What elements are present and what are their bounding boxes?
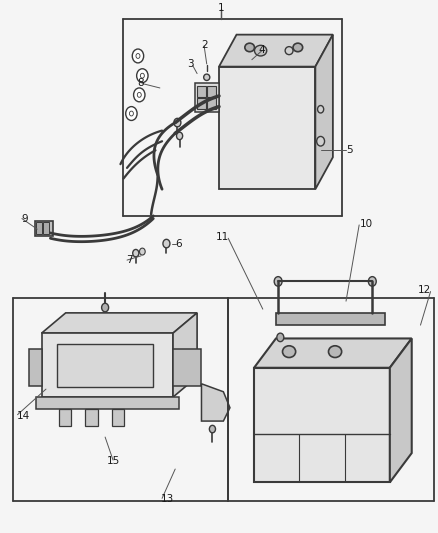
Polygon shape <box>254 338 412 368</box>
Ellipse shape <box>293 43 303 52</box>
Ellipse shape <box>163 239 170 248</box>
Polygon shape <box>112 409 124 426</box>
Text: 1: 1 <box>218 3 225 13</box>
Polygon shape <box>219 67 315 189</box>
Ellipse shape <box>137 92 141 98</box>
Polygon shape <box>59 409 71 426</box>
Text: 15: 15 <box>106 456 120 466</box>
Ellipse shape <box>134 88 145 102</box>
Polygon shape <box>201 384 230 421</box>
Text: 4: 4 <box>258 45 265 54</box>
Polygon shape <box>315 35 333 189</box>
Ellipse shape <box>133 249 139 257</box>
Text: 8: 8 <box>137 78 144 87</box>
Bar <box>276 313 385 325</box>
Polygon shape <box>254 368 390 482</box>
Bar <box>35 221 53 236</box>
Ellipse shape <box>317 136 325 146</box>
Bar <box>36 222 42 234</box>
Ellipse shape <box>132 49 144 63</box>
Ellipse shape <box>285 47 293 55</box>
Polygon shape <box>29 349 42 386</box>
Polygon shape <box>36 397 179 409</box>
Bar <box>195 83 219 112</box>
Polygon shape <box>173 313 197 397</box>
Polygon shape <box>219 35 333 67</box>
Text: 11: 11 <box>216 232 229 242</box>
Bar <box>207 86 216 97</box>
Text: 2: 2 <box>201 40 208 50</box>
Bar <box>197 98 206 109</box>
Bar <box>207 98 216 109</box>
Polygon shape <box>390 338 412 482</box>
Ellipse shape <box>102 303 109 312</box>
Text: 7: 7 <box>126 255 133 265</box>
Ellipse shape <box>274 277 282 286</box>
Bar <box>57 344 153 387</box>
Ellipse shape <box>204 74 210 80</box>
Ellipse shape <box>283 346 296 358</box>
Polygon shape <box>85 409 98 426</box>
Text: 6: 6 <box>175 239 182 248</box>
Text: 13: 13 <box>161 495 174 504</box>
Ellipse shape <box>368 277 376 286</box>
Text: 9: 9 <box>21 214 28 223</box>
Text: 3: 3 <box>187 59 194 69</box>
Polygon shape <box>173 349 201 386</box>
Ellipse shape <box>126 107 137 120</box>
Ellipse shape <box>139 248 145 255</box>
Text: 10: 10 <box>360 219 373 229</box>
Text: 5: 5 <box>346 146 353 155</box>
Ellipse shape <box>277 333 284 342</box>
Text: 12: 12 <box>418 286 431 295</box>
Ellipse shape <box>140 73 145 78</box>
Bar <box>43 222 49 234</box>
Polygon shape <box>42 313 197 333</box>
Ellipse shape <box>209 425 215 433</box>
Ellipse shape <box>318 106 324 113</box>
Bar <box>197 86 206 97</box>
Ellipse shape <box>129 111 134 116</box>
Ellipse shape <box>254 45 267 56</box>
Ellipse shape <box>136 53 140 59</box>
Ellipse shape <box>174 118 181 127</box>
Ellipse shape <box>245 43 254 52</box>
Ellipse shape <box>137 69 148 83</box>
Ellipse shape <box>328 346 342 358</box>
Ellipse shape <box>177 132 183 140</box>
Text: 14: 14 <box>17 411 30 421</box>
Polygon shape <box>42 333 173 397</box>
